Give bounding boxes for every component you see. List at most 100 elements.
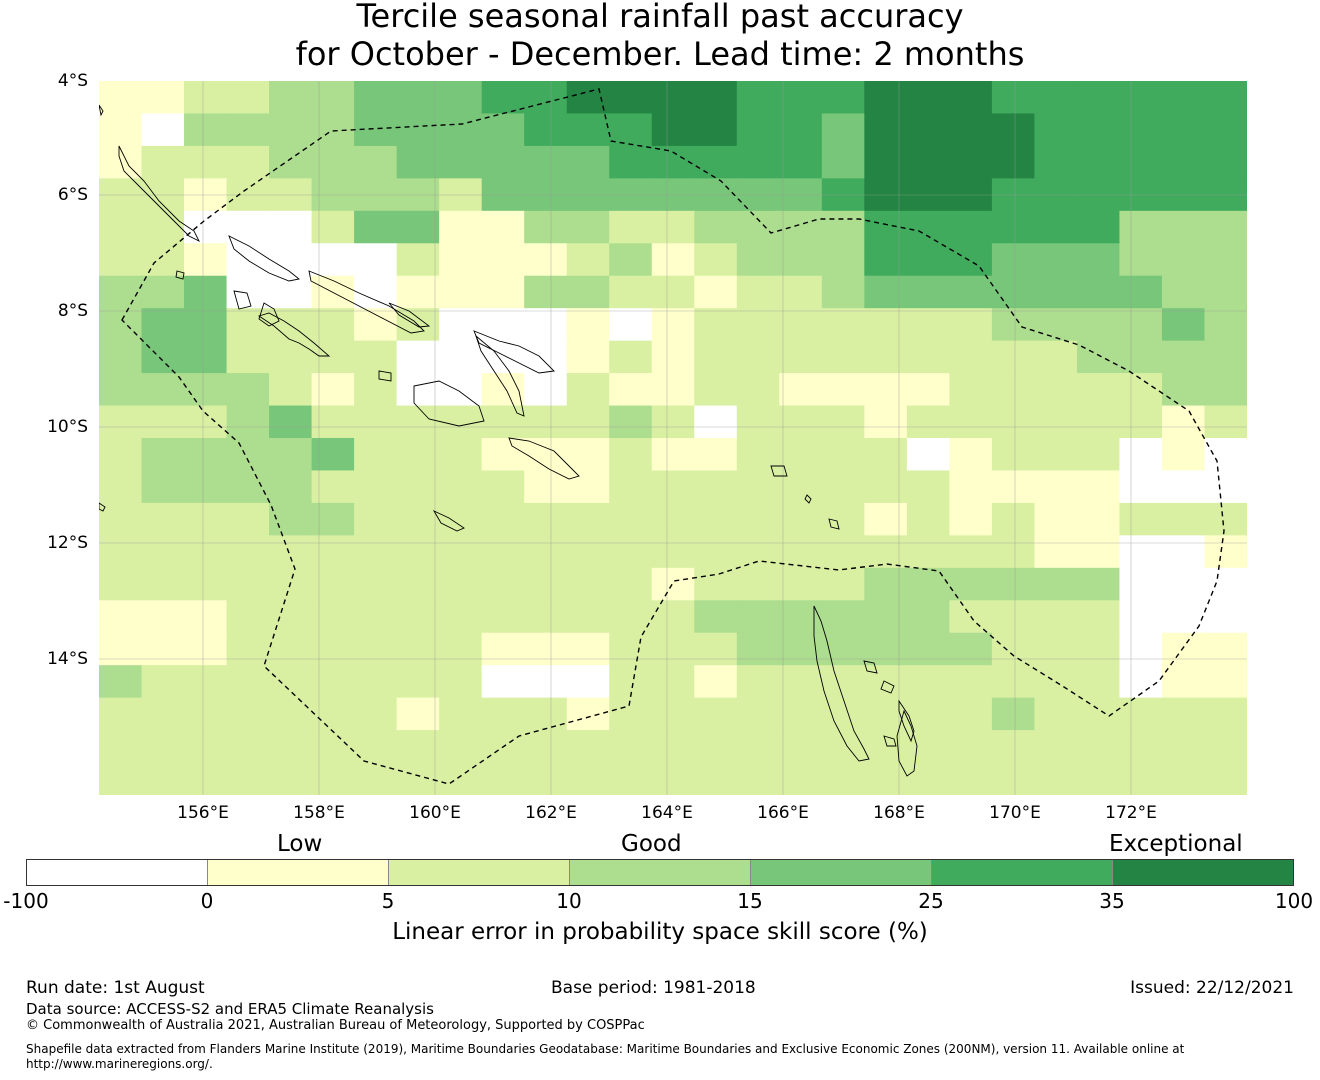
chart-title: Tercile seasonal rainfall past accuracy … <box>0 0 1320 73</box>
grid-cell <box>481 210 525 244</box>
grid-cell <box>609 600 653 634</box>
grid-cell <box>481 275 525 309</box>
grid-cell <box>99 762 143 795</box>
grid-cell <box>524 340 568 374</box>
grid-cell <box>864 243 908 277</box>
grid-cell <box>354 81 398 115</box>
grid-cell <box>949 405 993 439</box>
grid-cell <box>481 697 525 731</box>
grid-cell <box>906 243 950 277</box>
grid-cell <box>439 535 483 569</box>
grid-cell <box>1204 81 1247 115</box>
grid-cell <box>991 567 1036 601</box>
grid-cell <box>779 81 823 115</box>
title-line-1: Tercile seasonal rainfall past accuracy <box>356 0 964 35</box>
grid-cell <box>821 502 865 536</box>
grid-cell <box>141 438 185 472</box>
graticule <box>99 81 1247 795</box>
grid-cell <box>269 665 313 699</box>
grid-cell <box>991 438 1036 472</box>
grid-cell <box>481 600 525 634</box>
grid-cell <box>1119 600 1163 634</box>
grid-cell <box>949 81 993 115</box>
grid-cell <box>864 210 908 244</box>
lon-label: 158°E <box>293 803 345 823</box>
grid-cell <box>141 535 185 569</box>
colorbar-segment <box>1113 860 1293 885</box>
grid-cell <box>1034 730 1078 764</box>
grid-cell <box>694 567 738 601</box>
grid-cell <box>184 502 228 536</box>
grid-cell <box>949 730 993 764</box>
grid-cell <box>99 210 143 244</box>
grid-cell <box>99 600 143 634</box>
colorbar-segment <box>389 860 570 885</box>
grid-cell <box>906 81 950 115</box>
grid-cell <box>906 600 950 634</box>
grid-cell <box>1161 535 1206 569</box>
grid-cell <box>439 373 483 407</box>
grid-cell <box>184 340 228 374</box>
grid-cell <box>736 81 780 115</box>
grid-cell <box>226 275 270 309</box>
grid-cell <box>1204 470 1247 504</box>
grid-cell <box>439 632 483 666</box>
grid-cell <box>439 730 483 764</box>
grid-cell <box>906 567 950 601</box>
grid-cell <box>821 697 865 731</box>
grid-cell <box>524 697 568 731</box>
grid-cell <box>694 243 738 277</box>
grid-cell <box>779 275 823 309</box>
grid-cell <box>1034 308 1078 342</box>
lon-label: 166°E <box>757 803 809 823</box>
grid-cell <box>226 113 270 147</box>
grid-cell <box>949 502 993 536</box>
colorbar-tick: 35 <box>1099 889 1125 913</box>
grid-cell <box>779 502 823 536</box>
grid-cell <box>141 210 185 244</box>
grid-cell <box>1034 145 1078 179</box>
lat-label: 12°S <box>47 533 88 553</box>
grid-cell <box>439 502 483 536</box>
grid-cell <box>1076 600 1121 634</box>
grid-cell <box>269 470 313 504</box>
grid-cell <box>311 340 355 374</box>
grid-cell <box>396 243 440 277</box>
grid-cell <box>396 730 440 764</box>
grid-cell <box>991 113 1036 147</box>
grid-cell <box>694 373 738 407</box>
grid-cell <box>226 762 270 795</box>
grid-cell <box>1034 113 1078 147</box>
colorbar-category-good: Good <box>621 831 682 857</box>
grid-cell <box>311 210 355 244</box>
grid-cell <box>99 113 143 147</box>
grid-cell <box>821 470 865 504</box>
grid-cell <box>694 697 738 731</box>
grid-cell <box>949 308 993 342</box>
grid-cell <box>991 340 1036 374</box>
grid-cell <box>524 665 568 699</box>
grid-cell <box>396 405 440 439</box>
grid-cell <box>736 730 780 764</box>
grid-cell <box>481 665 525 699</box>
grid-cell <box>736 113 780 147</box>
grid-cell <box>906 405 950 439</box>
grid-cell <box>906 373 950 407</box>
grid-cell <box>609 502 653 536</box>
grid-cell <box>269 243 313 277</box>
grid-cell <box>269 373 313 407</box>
grid-cell <box>694 470 738 504</box>
grid-cell <box>991 600 1036 634</box>
grid-cell <box>439 210 483 244</box>
grid-cell <box>736 697 780 731</box>
grid-cell <box>311 145 355 179</box>
grid-cell <box>1204 243 1247 277</box>
grid-cell <box>651 81 695 115</box>
grid-cell <box>609 470 653 504</box>
grid-cell <box>1161 438 1206 472</box>
grid-cell <box>354 762 398 795</box>
grid-cell <box>524 243 568 277</box>
grid-cell <box>1119 535 1163 569</box>
grid-cell <box>779 405 823 439</box>
grid-cell <box>991 275 1036 309</box>
